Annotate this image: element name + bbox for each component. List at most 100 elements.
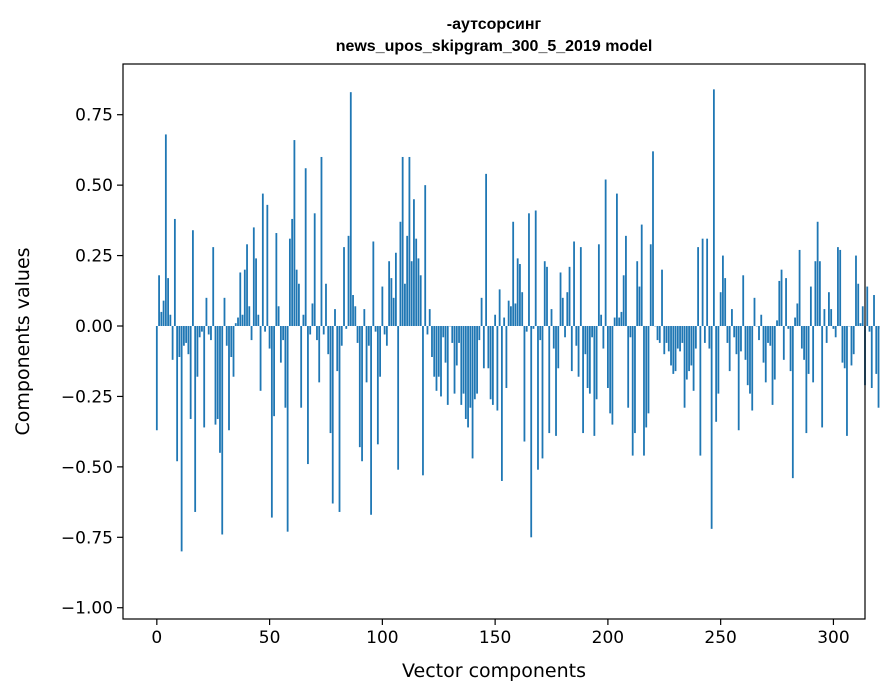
bar	[334, 309, 336, 326]
bar	[446, 326, 449, 405]
bar	[762, 326, 765, 363]
bar	[408, 156, 411, 327]
bar	[201, 326, 203, 332]
bar	[329, 326, 332, 434]
bar	[701, 238, 704, 327]
bar	[582, 326, 584, 434]
bar	[259, 326, 262, 391]
bar	[239, 272, 242, 327]
bar	[773, 326, 776, 380]
bar	[703, 326, 706, 343]
bar	[255, 258, 257, 326]
bar	[404, 283, 406, 327]
bar	[460, 326, 463, 405]
bar	[307, 326, 309, 465]
bar	[435, 326, 438, 391]
bar	[546, 266, 548, 326]
bar	[749, 326, 751, 394]
y-axis-ticks: 0.75 0.50 0.25 0.00 −0.25 −0.50 −0.75 −1.00	[61, 106, 123, 619]
bar	[198, 326, 201, 338]
bar	[789, 326, 792, 372]
bar	[859, 323, 862, 327]
bar	[803, 326, 805, 360]
bar	[751, 326, 754, 411]
bar	[866, 286, 869, 326]
bar	[264, 326, 266, 332]
bar	[252, 227, 255, 326]
bar	[410, 261, 413, 327]
bar	[625, 235, 627, 326]
bar	[579, 247, 582, 326]
bar	[381, 286, 384, 326]
bar	[557, 326, 560, 369]
bar	[309, 326, 312, 335]
bar	[525, 326, 528, 332]
x-tick-label: 150	[479, 628, 511, 648]
bar	[528, 213, 530, 326]
bar	[552, 326, 555, 349]
bar	[728, 326, 731, 372]
bar	[440, 326, 442, 397]
bar	[349, 92, 352, 326]
bar	[160, 311, 163, 327]
bar	[325, 283, 327, 327]
bar	[638, 286, 641, 326]
bar	[609, 326, 612, 414]
y-tick-label: 0.00	[75, 317, 113, 337]
bar	[604, 179, 607, 327]
bar	[178, 326, 181, 357]
bar	[771, 326, 774, 405]
bar	[667, 326, 670, 352]
bar	[223, 297, 226, 326]
bar	[462, 326, 465, 394]
bar	[510, 306, 512, 326]
bar	[679, 326, 681, 352]
y-tick-label: −0.50	[61, 458, 113, 478]
bar	[182, 326, 185, 346]
bar	[543, 261, 546, 327]
bar	[640, 224, 643, 326]
y-tick-label: −1.00	[61, 599, 113, 619]
bar	[877, 326, 880, 408]
bar	[169, 314, 172, 327]
bar	[753, 297, 756, 326]
bar	[861, 306, 864, 326]
bar	[480, 297, 483, 326]
bar	[722, 255, 724, 326]
bar	[399, 221, 402, 327]
bar	[776, 320, 778, 326]
bar	[225, 326, 228, 346]
bar	[600, 314, 603, 327]
bar	[746, 326, 749, 386]
bar	[593, 326, 596, 436]
bar	[431, 326, 433, 357]
bar	[212, 247, 215, 326]
bar	[194, 326, 197, 512]
bar	[570, 326, 573, 372]
bar	[566, 292, 569, 327]
bar	[266, 204, 269, 326]
bar	[189, 326, 192, 419]
bar	[805, 326, 808, 434]
bar	[814, 261, 817, 327]
bar	[268, 326, 271, 349]
bar	[365, 326, 368, 383]
bar	[778, 280, 781, 327]
bar	[228, 326, 230, 431]
bar	[171, 326, 174, 360]
bar	[656, 326, 659, 341]
bar	[210, 326, 212, 341]
bar	[586, 326, 589, 388]
bar	[672, 326, 675, 374]
bar	[821, 326, 824, 428]
bar	[868, 326, 871, 332]
bar	[243, 269, 246, 327]
bar	[706, 238, 709, 327]
bar	[534, 210, 537, 327]
bar	[498, 289, 501, 326]
bar	[846, 326, 848, 436]
bar	[356, 326, 359, 343]
chart-title-line2: news_upos_skipgram_300_5_2019 model	[336, 38, 653, 55]
bar	[284, 326, 287, 408]
